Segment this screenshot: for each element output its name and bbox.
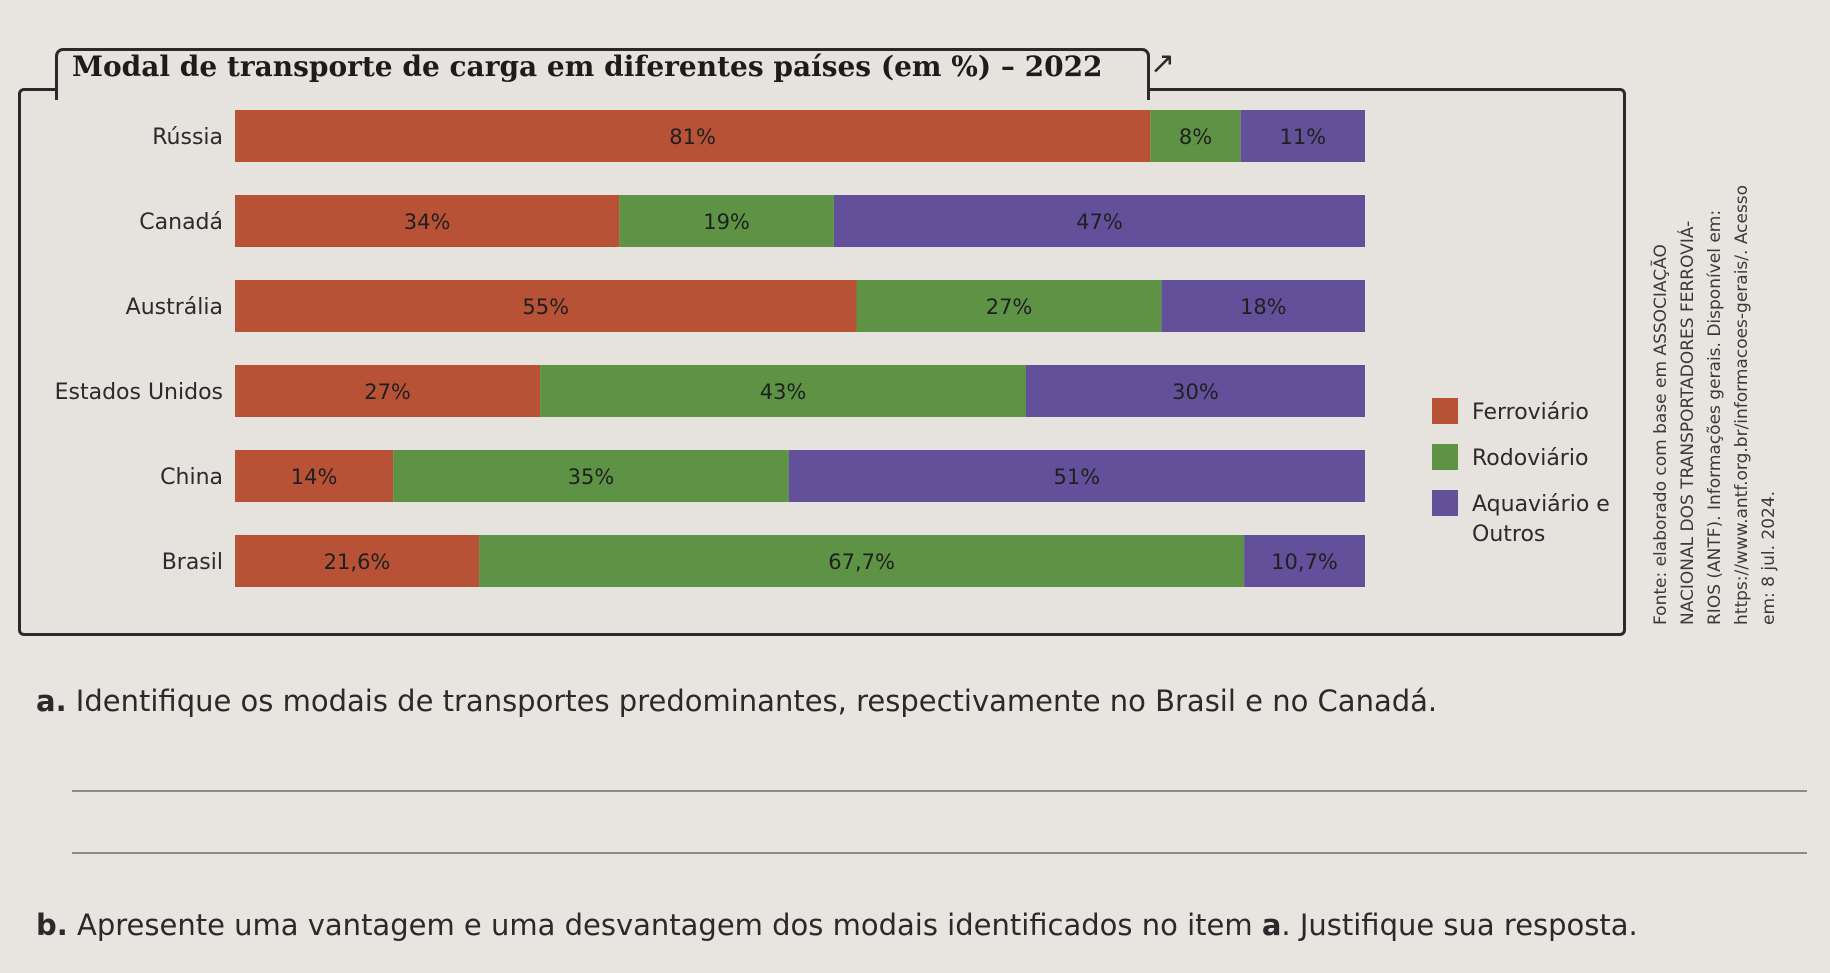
legend-swatch — [1432, 444, 1458, 470]
bar-segment — [479, 535, 1245, 587]
bar-value-label: 55% — [522, 295, 569, 319]
country-label: Canadá — [139, 210, 223, 235]
bar-segment — [1244, 535, 1365, 587]
bar-segment — [856, 280, 1162, 332]
legend-label: Aquaviário e Outros — [1472, 492, 1610, 547]
bar-value-label: 35% — [568, 465, 615, 489]
bar-segment — [540, 365, 1026, 417]
title-corner-mark: ↗ — [1150, 47, 1176, 80]
bar-segment — [235, 450, 394, 502]
bar-value-label: 10,7% — [1271, 550, 1338, 574]
title-tab — [55, 48, 1150, 100]
bar-value-label: 27% — [364, 380, 411, 404]
bar-value-label: 8% — [1179, 125, 1212, 149]
legend-swatch — [1432, 398, 1458, 424]
answer-line-1[interactable] — [72, 790, 1807, 792]
bar-value-label: 30% — [1172, 380, 1219, 404]
bar-segment — [235, 280, 857, 332]
bar-value-label: 43% — [760, 380, 807, 404]
bar-segment — [235, 195, 620, 247]
legend-item-rodoviario: Rodoviário — [1432, 444, 1632, 474]
chart-legend: Ferroviário Rodoviário Aquaviário e Outr… — [1432, 398, 1632, 566]
country-label: Austrália — [126, 295, 223, 320]
bar-value-label: 34% — [404, 210, 451, 234]
question-b-ref: a — [1261, 908, 1282, 942]
question-b: b. Apresente uma vantagem e uma desvanta… — [36, 908, 1638, 942]
answer-line-2[interactable] — [72, 852, 1807, 854]
question-a-marker: a. — [36, 684, 67, 718]
bar-value-label: 67,7% — [828, 550, 895, 574]
country-label: Estados Unidos — [55, 380, 223, 405]
bar-segment — [235, 365, 541, 417]
bar-value-label: 27% — [986, 295, 1033, 319]
legend-item-ferroviario: Ferroviário — [1432, 398, 1632, 428]
bar-value-label: 47% — [1076, 210, 1123, 234]
bar-segment — [1150, 110, 1241, 162]
country-label: Rússia — [152, 125, 223, 150]
legend-label: Rodoviário — [1472, 446, 1589, 471]
bar-value-label: 19% — [703, 210, 750, 234]
source-citation: Fonte: elaborado com base em ASSOCIAÇÃO … — [1651, 95, 1801, 635]
bar-segment — [619, 195, 834, 247]
bar-segment — [235, 110, 1151, 162]
question-b-marker: b. — [36, 908, 68, 942]
question-b-text: Apresente uma vantagem e uma desvantagem… — [67, 908, 1262, 942]
bar-segment — [833, 195, 1365, 247]
legend-item-aquaviario: Aquaviário e Outros — [1432, 490, 1632, 550]
source-line: em: 8 jul. 2024. — [1759, 490, 1779, 625]
bar-value-label: 14% — [291, 465, 338, 489]
bar-segment — [235, 535, 480, 587]
bar-segment — [788, 450, 1365, 502]
country-label: China — [160, 465, 223, 490]
bar-value-label: 18% — [1240, 295, 1287, 319]
question-b-end: . Justifique sua resposta. — [1281, 908, 1638, 942]
bar-segment — [1161, 280, 1365, 332]
bar-segment — [393, 450, 789, 502]
source-line: Fonte: elaborado com base em ASSOCIAÇÃO — [1651, 244, 1671, 625]
legend-swatch — [1432, 490, 1458, 516]
bar-segment — [1026, 365, 1365, 417]
chart-title: Modal de transporte de carga em diferent… — [72, 50, 1103, 83]
legend-label: Ferroviário — [1472, 400, 1589, 425]
source-line: RIOS (ANTF). Informações gerais. Disponí… — [1705, 209, 1725, 625]
bar-segment — [1240, 110, 1365, 162]
bar-value-label: 51% — [1054, 465, 1101, 489]
question-a: a. Identifique os modais de transportes … — [36, 684, 1437, 718]
source-line: NACIONAL DOS TRANSPORTADORES FERROVIÁ- — [1678, 220, 1698, 625]
country-label: Brasil — [162, 550, 223, 575]
bar-value-label: 11% — [1280, 125, 1327, 149]
bar-value-label: 81% — [669, 125, 716, 149]
source-line: https://www.antf.org.br/informacoes-gera… — [1732, 184, 1752, 625]
question-a-text: Identifique os modais de transportes pre… — [66, 684, 1438, 718]
bar-value-label: 21,6% — [324, 550, 391, 574]
